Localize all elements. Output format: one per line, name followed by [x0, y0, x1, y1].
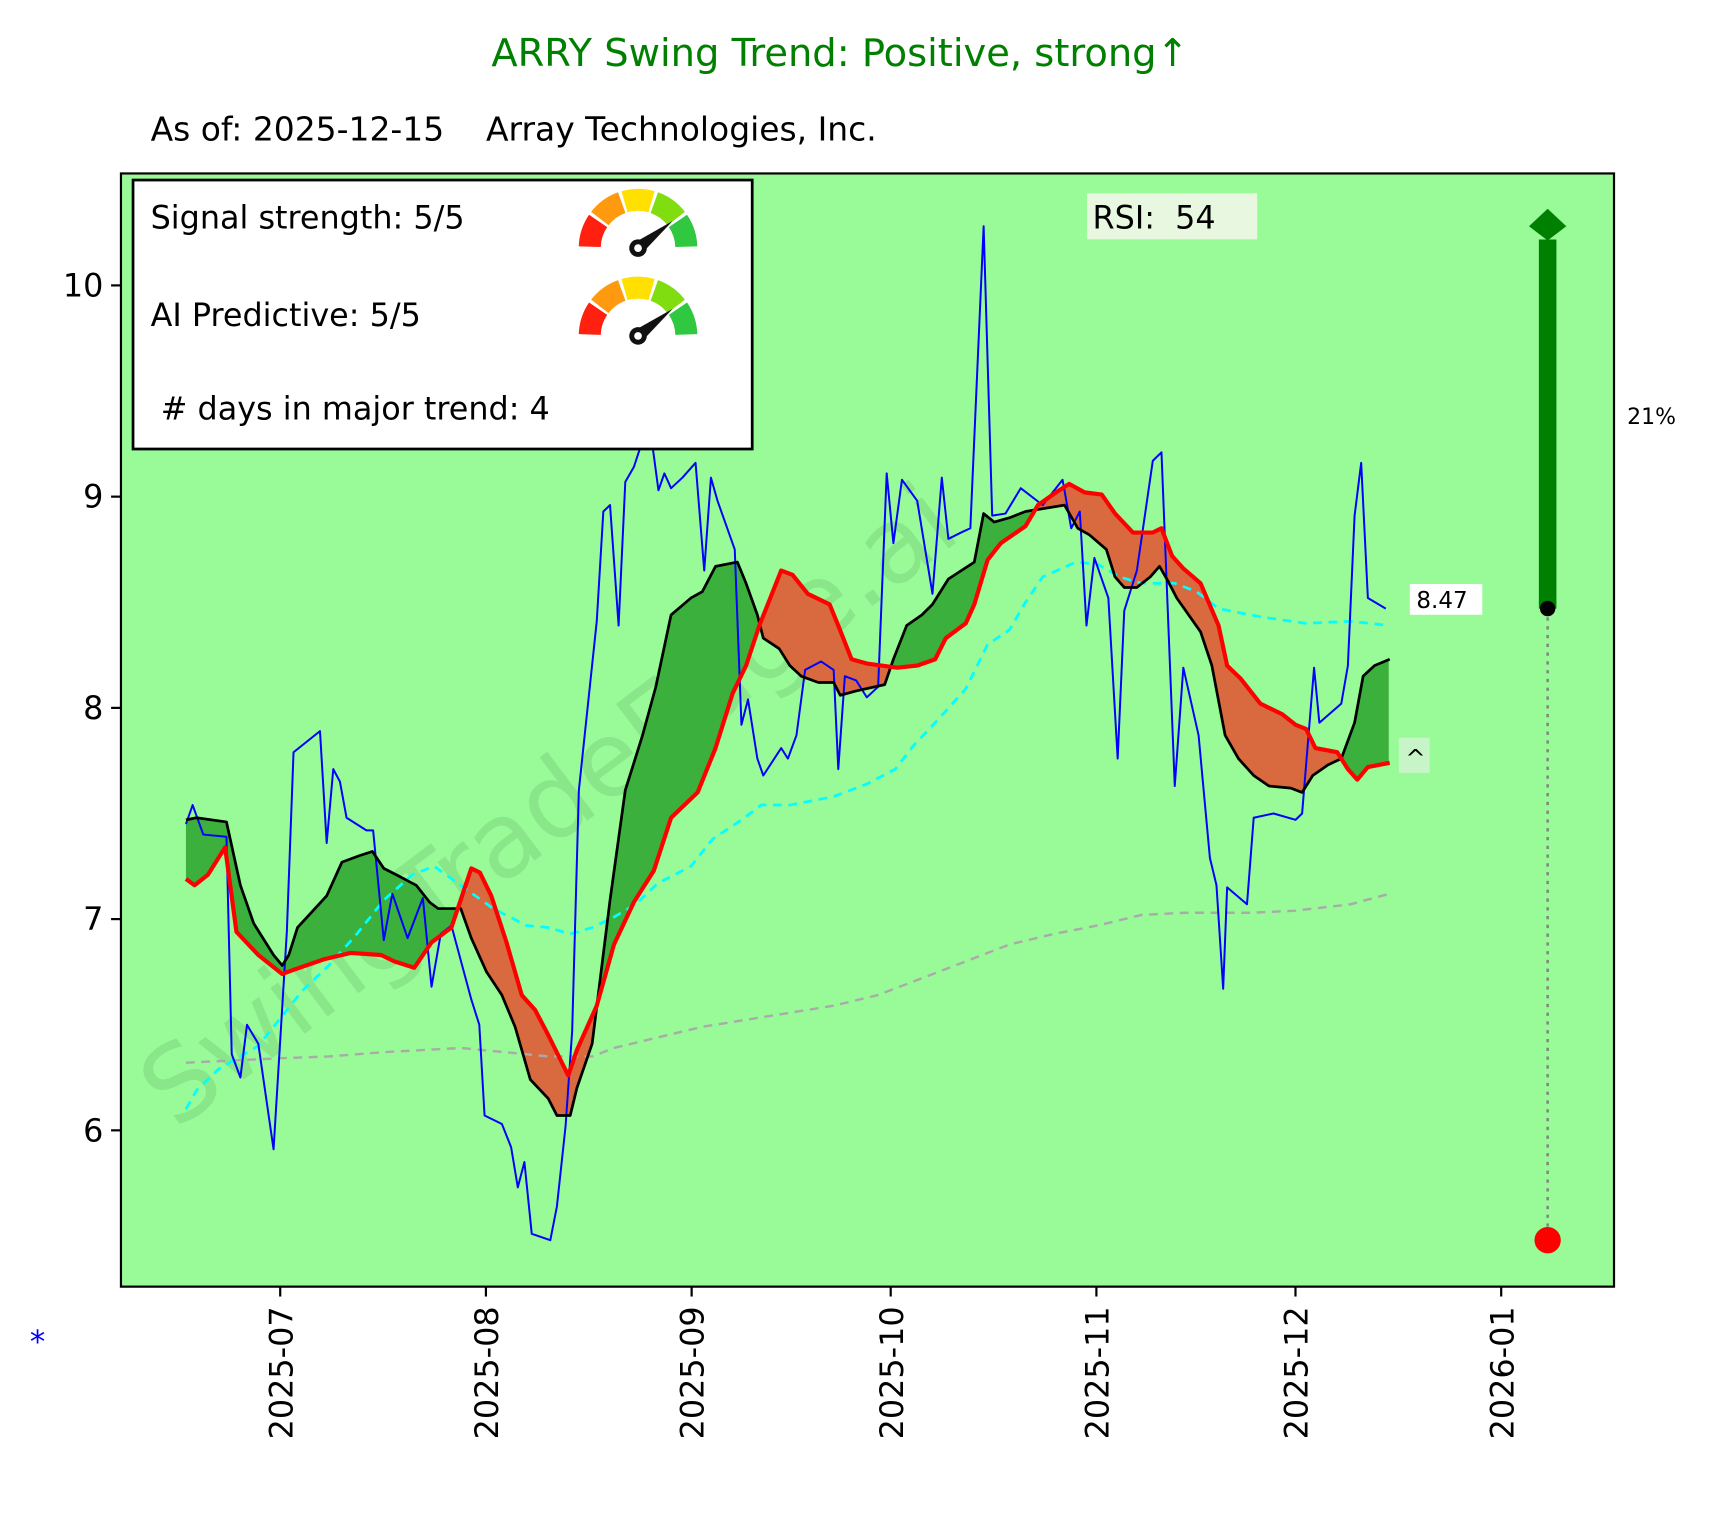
price-line: [185, 225, 1387, 1242]
footnote-asterisk: *: [30, 1325, 45, 1361]
bearish-band-fill: [760, 570, 892, 695]
x-tick-label: 2025-08: [468, 1306, 506, 1439]
gauge-segment: [578, 302, 608, 335]
slow-average-line: [184, 481, 1391, 1078]
bearish-band-fill: [458, 868, 598, 1116]
chart-subtitle: As of: 2025-12-15 Array Technologies, In…: [151, 110, 877, 149]
x-tick-label: 2025-11: [1078, 1306, 1116, 1439]
projection-start-dot: [1539, 600, 1556, 617]
rsi-box: [1087, 193, 1258, 240]
signal-marker-box: [1398, 737, 1430, 773]
fast-average-line: [185, 503, 1391, 1117]
gauge-segment: [591, 280, 626, 314]
ai-predictive-gauge-icon: [578, 276, 698, 345]
long-trend-line: [185, 892, 1391, 1064]
ai-predictive-label: AI Predictive: 5/5: [151, 296, 421, 334]
gauge-segment: [650, 192, 685, 226]
gauge-segment: [621, 188, 655, 213]
gauge-segment: [621, 276, 655, 301]
plot-frame: [119, 172, 1616, 1288]
x-tick-label: 2025-12: [1278, 1306, 1316, 1439]
y-tick-label: 6: [83, 1111, 103, 1149]
gauge-segment: [650, 280, 685, 314]
legend-box: Signal strength: 5/5 AI Predictive: 5/5 …: [131, 178, 754, 451]
y-tick-label: 7: [83, 900, 103, 938]
gauge-hub-center: [634, 332, 642, 340]
signal-strength-gauge-icon: [578, 188, 698, 257]
x-tick-label: 2026-01: [1483, 1306, 1521, 1439]
gauge-hub-center: [634, 244, 642, 252]
last-price-label: 8.47: [1416, 588, 1467, 614]
signal-marker: ^: [1405, 744, 1425, 772]
gauge-segment: [591, 192, 626, 226]
y-tick-label: 8: [83, 689, 103, 727]
last-price-box: [1409, 584, 1483, 615]
projection-arrow-head-icon: [1528, 208, 1567, 241]
rsi-label: RSI: 54: [1093, 198, 1216, 236]
days-in-trend-label: # days in major trend: 4: [151, 389, 550, 427]
gauge-segment: [578, 214, 608, 247]
gauge-segment: [668, 214, 698, 247]
chart-title: ARRY Swing Trend: Positive, strong↑: [491, 31, 1188, 76]
y-tick-label: 9: [83, 478, 103, 516]
bullish-band-fill: [891, 509, 1036, 668]
signal-strength-label: Signal strength: 5/5: [151, 198, 465, 236]
x-tick-label: 2025-07: [262, 1306, 300, 1439]
y-tick-label: 10: [63, 266, 104, 304]
x-tick-label: 2025-10: [873, 1306, 911, 1439]
bearish-band-fill: [1035, 484, 1343, 792]
projection-percent-label: 21%: [1627, 405, 1676, 430]
medium-trend-line: [184, 560, 1390, 1110]
gauge-segment: [668, 302, 698, 335]
x-tick-label: 2025-09: [674, 1306, 712, 1439]
bullish-band-fill: [1342, 659, 1389, 780]
projection-low-dot: [1534, 1227, 1561, 1254]
bullish-band-fill: [185, 817, 459, 974]
